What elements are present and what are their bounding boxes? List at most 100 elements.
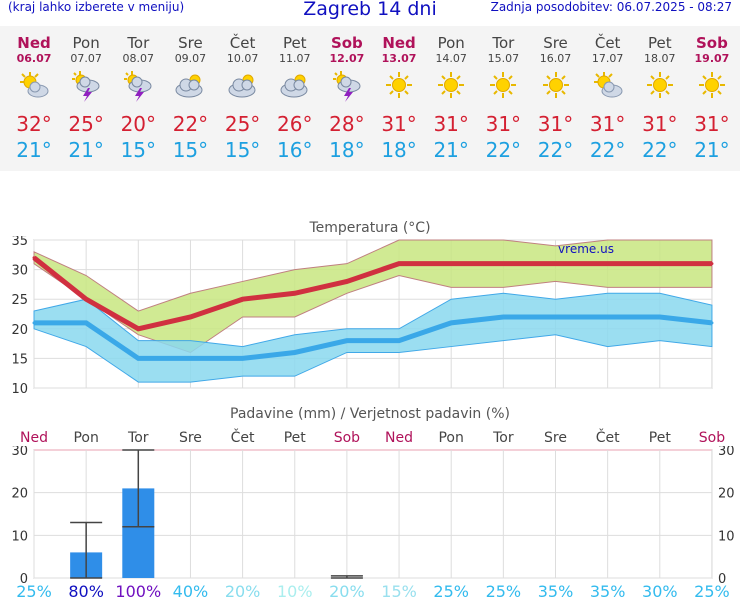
- data-point: [449, 262, 453, 266]
- precip-day-label: Pon: [438, 430, 464, 446]
- max-temp: 22°: [172, 112, 209, 136]
- precip-probability: 15%: [381, 582, 417, 601]
- day-column: Pet 18.07 31° 22°: [634, 26, 686, 164]
- y-tick-label: 10: [11, 382, 28, 397]
- y-tick-label: 0: [20, 572, 28, 586]
- data-point: [658, 262, 662, 266]
- day-name: Tor: [127, 34, 150, 52]
- min-temp: 22°: [485, 138, 522, 162]
- data-point: [84, 297, 88, 301]
- y-tick-label: 20: [11, 487, 28, 502]
- min-temp: 15°: [120, 138, 157, 162]
- day-column: Čet 10.07 25° 15°: [217, 26, 269, 164]
- y-tick-label: 30: [11, 264, 28, 279]
- max-temp: 31°: [537, 112, 574, 136]
- precip-probability: 30%: [642, 582, 678, 601]
- day-name: Čet: [594, 34, 621, 52]
- data-point: [554, 262, 557, 266]
- data-point: [710, 321, 714, 325]
- day-column: Sre 16.07 31° 22°: [530, 26, 582, 164]
- precip-day-label: Sre: [544, 430, 567, 446]
- header-bar: (kraj lahko izberete v meniju) Zagreb 14…: [0, 0, 740, 22]
- precip-day-label: Pon: [73, 430, 99, 446]
- min-temp: 21°: [433, 138, 469, 162]
- data-point: [241, 356, 245, 360]
- day-column: Tor 08.07 20° 15°: [112, 26, 164, 164]
- max-temp: 31°: [485, 112, 522, 136]
- thunderstorm-icon: [321, 70, 373, 106]
- data-point: [501, 315, 505, 319]
- precip-day-label: Pet: [648, 430, 671, 446]
- y-tick-label: 20: [11, 323, 28, 338]
- day-name: Tor: [492, 34, 515, 52]
- min-temp: 22°: [642, 138, 678, 162]
- day-column: Pet 11.07 26° 16°: [269, 26, 321, 164]
- min-temp: 18°: [329, 138, 365, 162]
- day-date: 15.07: [487, 52, 520, 65]
- data-point: [397, 339, 401, 343]
- max-temp: 25°: [68, 112, 104, 136]
- day-date: 08.07: [122, 52, 155, 65]
- sun-cloud-icon: [582, 70, 634, 106]
- day-name: Pet: [282, 34, 307, 52]
- precip-probability: 35%: [589, 582, 626, 601]
- day-date: 13.07: [381, 52, 417, 65]
- max-temp: 32°: [16, 112, 52, 136]
- precip-day-label: Tor: [128, 430, 149, 446]
- data-point: [188, 315, 192, 319]
- y-tick-label: 25: [11, 293, 28, 308]
- data-point: [501, 262, 505, 266]
- data-point: [658, 315, 662, 319]
- temperature-chart-title: Temperatura (°C): [309, 220, 431, 236]
- data-point: [606, 315, 610, 319]
- day-date: 16.07: [539, 52, 572, 65]
- data-point: [710, 262, 714, 266]
- max-temp: 20°: [120, 112, 157, 136]
- cloudy-icon: [269, 70, 321, 106]
- max-temp: 25°: [224, 112, 261, 136]
- data-point: [293, 350, 297, 354]
- day-column: Sre 09.07 22° 15°: [164, 26, 216, 164]
- precip-day-label: Ned: [20, 430, 48, 446]
- day-column: Čet 17.07 31° 22°: [582, 26, 634, 164]
- day-date: 06.07: [16, 52, 52, 65]
- day-date: 11.07: [279, 52, 311, 65]
- data-point: [293, 291, 297, 295]
- day-name: Sre: [543, 34, 568, 52]
- sun-icon: [425, 70, 477, 106]
- day-name: Pet: [647, 34, 672, 52]
- data-point: [188, 356, 192, 360]
- day-date: 18.07: [644, 52, 676, 65]
- data-point: [345, 339, 349, 343]
- day-name: Čet: [229, 34, 256, 52]
- max-temp: 28°: [329, 112, 365, 136]
- last-update-text: Zadnja posodobitev: 06.07.2025 - 08:27: [490, 0, 732, 14]
- precip-probability: 25%: [694, 582, 730, 601]
- data-point: [397, 262, 401, 266]
- day-column: Ned 13.07 31° 18°: [373, 26, 425, 164]
- precip-day-label: Sre: [178, 430, 202, 446]
- y-tick-label-right: 10: [718, 529, 735, 544]
- min-temp: 15°: [224, 138, 261, 162]
- thunderstorm-icon: [112, 70, 164, 106]
- data-point: [449, 321, 453, 325]
- data-point: [136, 356, 140, 360]
- min-temp: 21°: [694, 138, 730, 162]
- sun-icon: [530, 70, 582, 106]
- max-temp: 31°: [433, 112, 469, 136]
- data-point: [241, 297, 245, 301]
- day-column: Tor 15.07 31° 22°: [477, 26, 529, 164]
- precip-chart-title: Padavine (mm) / Verjetnost padavin (%): [230, 406, 510, 422]
- y-tick-label: 15: [11, 352, 28, 367]
- precip-probability: 25%: [433, 582, 469, 601]
- thunderstorm-icon: [60, 70, 112, 106]
- day-column: Sob 19.07 31° 21°: [686, 26, 738, 164]
- day-name: Sre: [178, 34, 203, 52]
- data-point: [606, 262, 610, 266]
- precip-probability: 80%: [68, 582, 104, 601]
- precip-probability: 35%: [537, 582, 574, 601]
- day-column: Pon 14.07 31° 21°: [425, 26, 477, 164]
- day-name: Sob: [330, 34, 363, 52]
- data-point: [136, 327, 140, 331]
- precip-probability: 10%: [276, 582, 313, 601]
